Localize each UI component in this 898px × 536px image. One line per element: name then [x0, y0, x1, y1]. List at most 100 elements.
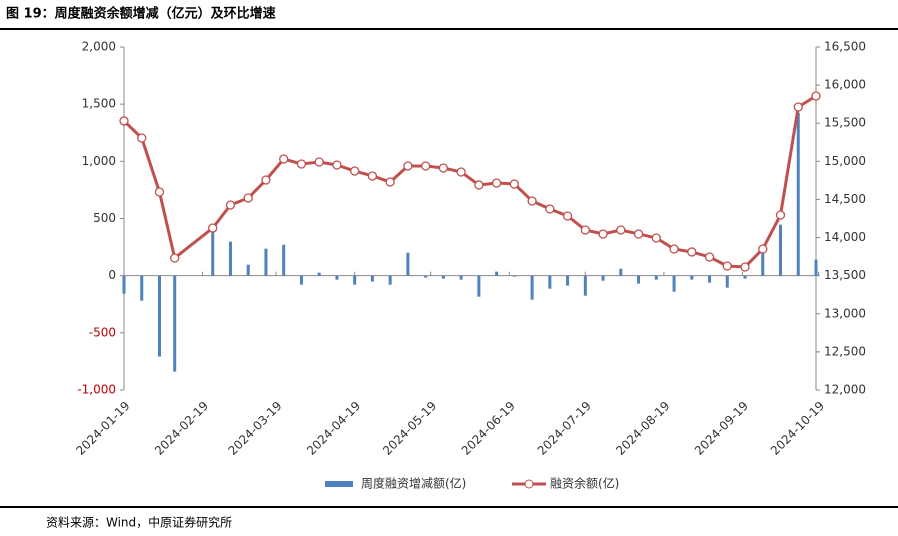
- line-marker: [704, 252, 715, 262]
- chart-title: 图 19：周度融资余额增减（亿元）及环比增速: [6, 6, 276, 22]
- bar: [211, 229, 215, 276]
- bar: [264, 248, 268, 276]
- bar: [335, 275, 339, 280]
- line-marker: [367, 171, 378, 181]
- line-marker: [225, 200, 236, 210]
- bar: [530, 275, 534, 300]
- bar: [814, 259, 818, 276]
- x-tick-label: 2024-06-19: [459, 399, 518, 458]
- bar: [779, 224, 783, 276]
- line-marker: [740, 262, 750, 272]
- y2-tick-label: 15,000: [824, 154, 866, 168]
- legend-marker: [524, 479, 534, 489]
- x-tick-label: 2024-08-19: [613, 399, 672, 458]
- line-marker: [669, 244, 679, 254]
- legend-swatch: [325, 481, 353, 487]
- bar: [548, 275, 552, 289]
- line-marker: [154, 187, 165, 197]
- bar: [157, 275, 161, 357]
- line-marker: [793, 102, 803, 112]
- bar: [353, 275, 357, 285]
- bar: [619, 268, 623, 276]
- bar: [228, 241, 232, 276]
- bar: [725, 275, 729, 288]
- bar: [370, 275, 374, 282]
- bar: [299, 275, 303, 285]
- line-marker: [758, 244, 768, 254]
- y-tick-label: 1,000: [82, 154, 116, 168]
- line-marker: [170, 253, 180, 263]
- legend-label: 融资余额(亿): [550, 476, 619, 491]
- y-tick-label: 0: [108, 268, 116, 282]
- line-marker: [527, 196, 537, 206]
- line-marker: [438, 163, 449, 173]
- bar: [672, 275, 676, 292]
- x-tick-label: 2024-05-19: [380, 399, 439, 458]
- y-tick-label: -1,000: [77, 383, 116, 397]
- bar: [406, 252, 410, 276]
- line-marker: [296, 159, 307, 169]
- line-marker: [420, 161, 431, 171]
- line-marker: [332, 160, 342, 170]
- line-marker: [208, 223, 218, 233]
- line-marker: [279, 154, 289, 164]
- y2-tick-label: 16,000: [824, 78, 866, 92]
- x-tick-label: 2024-03-19: [225, 399, 284, 458]
- bar: [282, 244, 286, 276]
- bar: [566, 275, 570, 286]
- line-marker: [314, 157, 324, 167]
- line-marker: [775, 210, 786, 220]
- bar: [583, 275, 587, 296]
- line-marker: [633, 229, 644, 239]
- bar: [690, 275, 694, 280]
- line-marker: [722, 261, 732, 271]
- line-marker: [491, 178, 502, 188]
- line-marker: [687, 247, 697, 257]
- y2-tick-label: 15,500: [824, 116, 866, 130]
- bar: [512, 275, 516, 277]
- bar: [122, 275, 126, 294]
- y-tick-label: 1,500: [82, 97, 116, 111]
- line-marker: [474, 180, 484, 190]
- line-marker: [509, 179, 520, 189]
- bar: [441, 275, 445, 279]
- line-marker: [385, 177, 395, 187]
- y2-tick-label: 14,500: [824, 192, 866, 206]
- y2-tick-label: 12,000: [824, 383, 866, 397]
- line-marker: [261, 175, 271, 185]
- line-marker: [580, 225, 590, 235]
- line-marker: [350, 166, 360, 176]
- y-tick-label: 500: [93, 211, 116, 225]
- line-marker: [403, 161, 413, 171]
- bar: [708, 275, 712, 283]
- bar: [796, 112, 800, 276]
- x-tick-label: 2024-02-19: [152, 399, 211, 458]
- line-marker: [243, 193, 253, 203]
- line-marker: [598, 229, 608, 239]
- bar: [761, 249, 765, 276]
- line-marker: [137, 133, 147, 143]
- line-marker: [545, 204, 555, 214]
- bar: [743, 275, 747, 279]
- y2-tick-label: 16,500: [824, 40, 866, 54]
- y2-tick-label: 13,000: [824, 306, 866, 320]
- bar: [317, 272, 321, 276]
- bar: [477, 275, 481, 297]
- x-tick-label: 2024-04-19: [304, 399, 363, 458]
- x-tick-label: 2024-09-19: [692, 399, 751, 458]
- line-marker: [562, 211, 573, 221]
- y2-tick-label: 13,500: [824, 268, 866, 282]
- bar: [459, 275, 463, 280]
- y2-tick-label: 14,000: [824, 230, 866, 244]
- source: 资料来源：Wind，中原证券研究所: [46, 515, 232, 530]
- line-marker: [616, 225, 626, 235]
- bar: [424, 275, 428, 278]
- bar: [246, 264, 250, 276]
- bar: [173, 275, 177, 372]
- bar: [495, 271, 499, 276]
- bar: [388, 275, 392, 285]
- y2-tick-label: 12,500: [824, 344, 866, 358]
- y-tick-label: 2,000: [82, 40, 116, 54]
- line-marker: [456, 167, 466, 177]
